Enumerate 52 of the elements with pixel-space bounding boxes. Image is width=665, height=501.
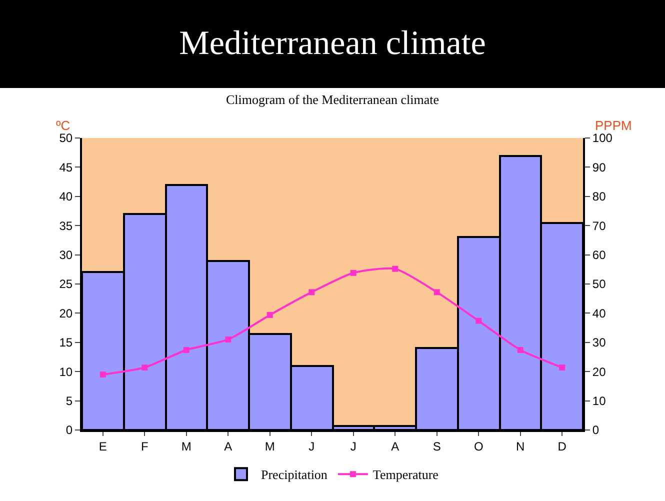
y2-tick-label: 40 [592,306,606,320]
point [559,364,566,371]
x-tick-label: J [350,439,356,454]
point [350,270,356,276]
x-tick-label: F [140,439,148,454]
x-tick-label: N [516,439,525,454]
y-tick-label: 35 [59,218,73,233]
point [476,318,482,324]
x-tick-label: J [308,439,315,454]
y-axis-title: ºC [56,118,70,133]
point [142,364,148,371]
x-tick-label: M [264,439,275,454]
point [517,346,524,353]
legend-label: Precipitation [261,467,328,482]
y-tick-label: 30 [59,248,73,262]
point [392,266,398,272]
y-tick-label: 40 [59,190,73,204]
y-tick-label: 20 [59,306,73,320]
y2-tick-label: 60 [592,248,606,262]
x-tick-label: M [181,439,192,454]
point [100,372,106,378]
y2-tick-label: 50 [592,277,606,292]
y2-tick-label: 100 [592,131,613,146]
point [308,289,315,296]
point [183,346,190,353]
x-tick-label: O [474,439,484,454]
y-tick-label: 50 [59,131,73,146]
y-tick-label: 45 [59,160,73,174]
y2-tick-label: 70 [592,218,606,233]
y-tick-label: 15 [59,336,73,350]
x-tick-label: S [432,439,441,454]
chart-subtitle: Climogram of the Mediterranean climate [226,92,440,107]
y-tick-label: 0 [66,423,73,438]
y2-tick-label: 0 [592,423,600,438]
point [225,336,232,342]
x-tick-label: D [558,439,567,454]
y2-tick-label: 90 [592,160,606,174]
y-tick-label: 5 [66,394,73,408]
x-tick-label: A [224,439,232,454]
y2-tick-label: 10 [592,394,606,408]
y2-tick-label: 30 [592,336,606,350]
x-tick-label: A [391,439,400,454]
x-tick-label: E [98,439,107,454]
point [266,312,273,318]
y2-tick-label: 20 [592,364,606,379]
chart-title: Mediterranean climate [0,0,665,88]
y-tick-label: 10 [59,364,73,379]
point [434,289,440,296]
y2-axis-title: PPPM [595,118,632,133]
legend-label: Temperature [372,467,439,482]
y-tick-label: 25 [59,277,73,292]
y2-tick-label: 80 [592,190,606,204]
